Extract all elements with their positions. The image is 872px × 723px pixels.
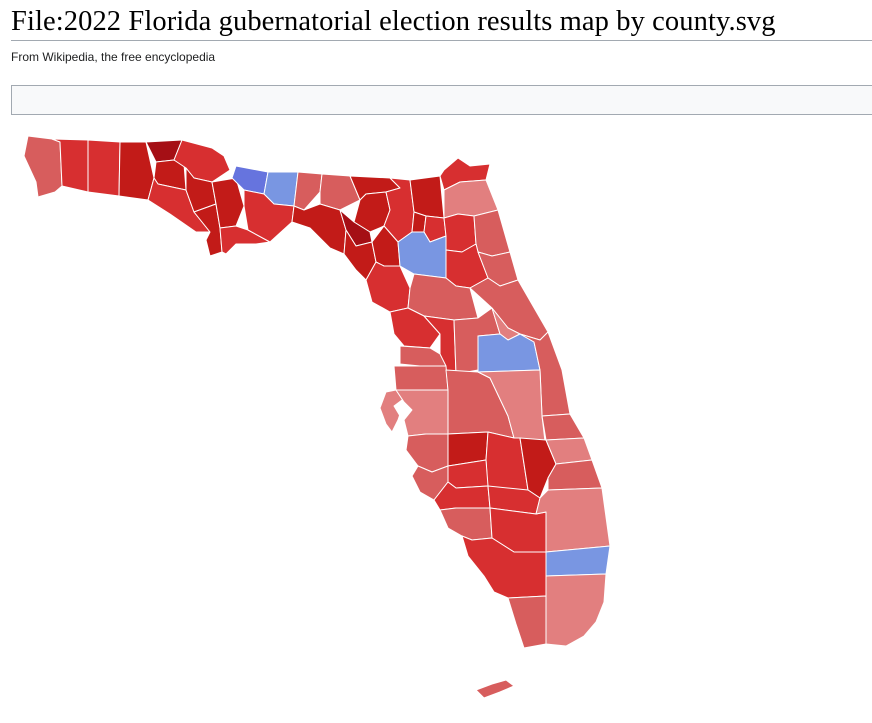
county-indian-river[interactable]: Indian River xyxy=(541,413,585,441)
florida-county-map[interactable]: Escambia Santa Rosa Okaloosa Walton Holm… xyxy=(0,120,872,723)
page-title: File:2022 Florida gubernatorial election… xyxy=(11,6,776,37)
county-palm-beach[interactable]: Palm Beach xyxy=(535,487,611,553)
county-hernando[interactable]: Hernando xyxy=(399,345,447,367)
county-jefferson[interactable]: Jefferson xyxy=(293,171,323,211)
county-baker[interactable]: Baker xyxy=(409,175,445,219)
county-miami-dade[interactable]: Miami-Dade xyxy=(545,573,607,647)
county-walton[interactable]: Walton xyxy=(118,141,155,201)
county-levy[interactable]: Levy xyxy=(365,261,411,313)
county-martin[interactable]: Martin xyxy=(547,459,603,491)
county-franklin[interactable]: Franklin xyxy=(219,225,271,255)
keys-islands xyxy=(519,641,591,687)
county-okaloosa[interactable]: Okaloosa xyxy=(87,139,121,197)
county-pasco[interactable]: Pasco xyxy=(393,365,449,391)
county-taylor[interactable]: Taylor xyxy=(291,203,347,255)
county-monroe[interactable]: Monroe xyxy=(507,595,547,649)
county-alachua[interactable]: Alachua xyxy=(397,231,447,279)
county-st-johns[interactable]: St. Johns xyxy=(473,209,511,257)
file-toolbar xyxy=(11,85,872,115)
title-divider xyxy=(11,40,872,41)
bay-water xyxy=(203,251,409,417)
site-tagline: From Wikipedia, the free encyclopedia xyxy=(11,50,216,64)
county-manatee[interactable]: Manatee xyxy=(405,433,449,473)
county-citrus[interactable]: Citrus xyxy=(389,307,441,349)
county-lee[interactable]: Lee xyxy=(439,507,493,541)
county-monroe-keys[interactable]: Monroe xyxy=(475,679,515,699)
county-escambia[interactable]: Escambia xyxy=(23,135,63,198)
